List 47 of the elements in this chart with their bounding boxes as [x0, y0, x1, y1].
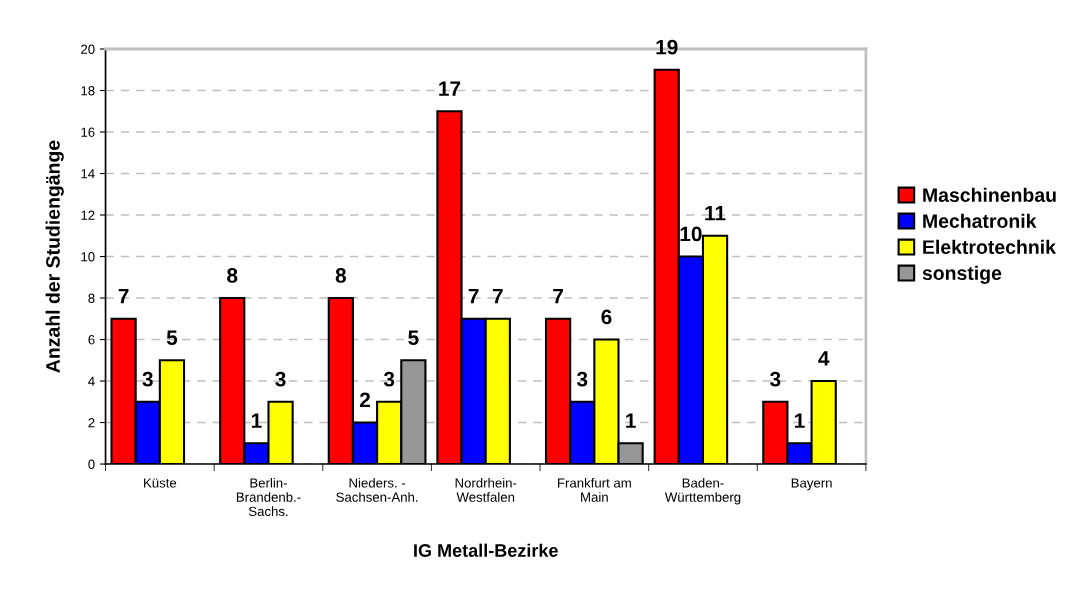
data-label: 3: [383, 371, 395, 387]
y-tick-label: 20: [81, 44, 95, 54]
data-label: 3: [142, 371, 153, 387]
data-label: 2: [359, 392, 370, 408]
data-label: 3: [576, 371, 588, 387]
data-label: 10: [680, 226, 702, 242]
data-label: 8: [335, 268, 347, 283]
data-label: 1: [251, 413, 262, 428]
x-tick-label: Baden- Württemberg: [664, 477, 741, 505]
data-label: 5: [408, 330, 419, 346]
data-label: 1: [795, 413, 805, 428]
data-label: 7: [492, 289, 503, 304]
data-label: 5: [166, 330, 178, 346]
y-tick-label: 16: [81, 127, 95, 137]
x-tick-label: Bayern: [791, 478, 832, 491]
y-tick-label: 2: [88, 418, 95, 428]
data-label: 4: [818, 351, 830, 366]
data-label: 8: [227, 268, 238, 283]
x-tick-label: Nieders. - Sachsen-Anh.: [336, 477, 418, 502]
data-label: 11: [705, 206, 726, 221]
x-tick-label: Küste: [144, 478, 177, 488]
legend-label: sonstige: [922, 265, 1002, 284]
data-label: 6: [601, 309, 612, 325]
y-tick-label: 4: [88, 376, 95, 386]
y-tick-label: 0: [88, 459, 95, 469]
y-tick-label: 14: [81, 169, 95, 179]
y-tick-label: 18: [81, 86, 95, 96]
x-axis-title: IG Metall-Bezirke: [414, 543, 558, 557]
data-label: 7: [553, 289, 563, 304]
data-label: 17: [439, 81, 461, 96]
y-tick-label: 12: [81, 210, 95, 220]
legend-label: Maschinenbau: [923, 187, 1056, 202]
data-label: 1: [626, 413, 636, 428]
y-axis-title: Anzahl der Studiengänge: [45, 140, 64, 373]
data-label: 19: [656, 39, 678, 55]
legend-label: Mechatronik: [923, 213, 1037, 228]
y-tick-label: 6: [88, 335, 95, 345]
data-label: 3: [275, 371, 286, 387]
x-tick-label: Frankfurt am Main: [558, 477, 631, 502]
data-label: 7: [468, 289, 479, 304]
x-tick-label: Nordrhein- Westfalen: [455, 477, 517, 502]
data-label: 3: [770, 371, 781, 387]
data-label: 7: [118, 289, 129, 304]
y-tick-label: 8: [88, 293, 95, 303]
legend-label: Elektrotechnik: [923, 239, 1056, 254]
y-tick-label: 10: [81, 252, 95, 262]
x-tick-label: Berlin- Brandenb.- Sachs.: [236, 477, 301, 517]
